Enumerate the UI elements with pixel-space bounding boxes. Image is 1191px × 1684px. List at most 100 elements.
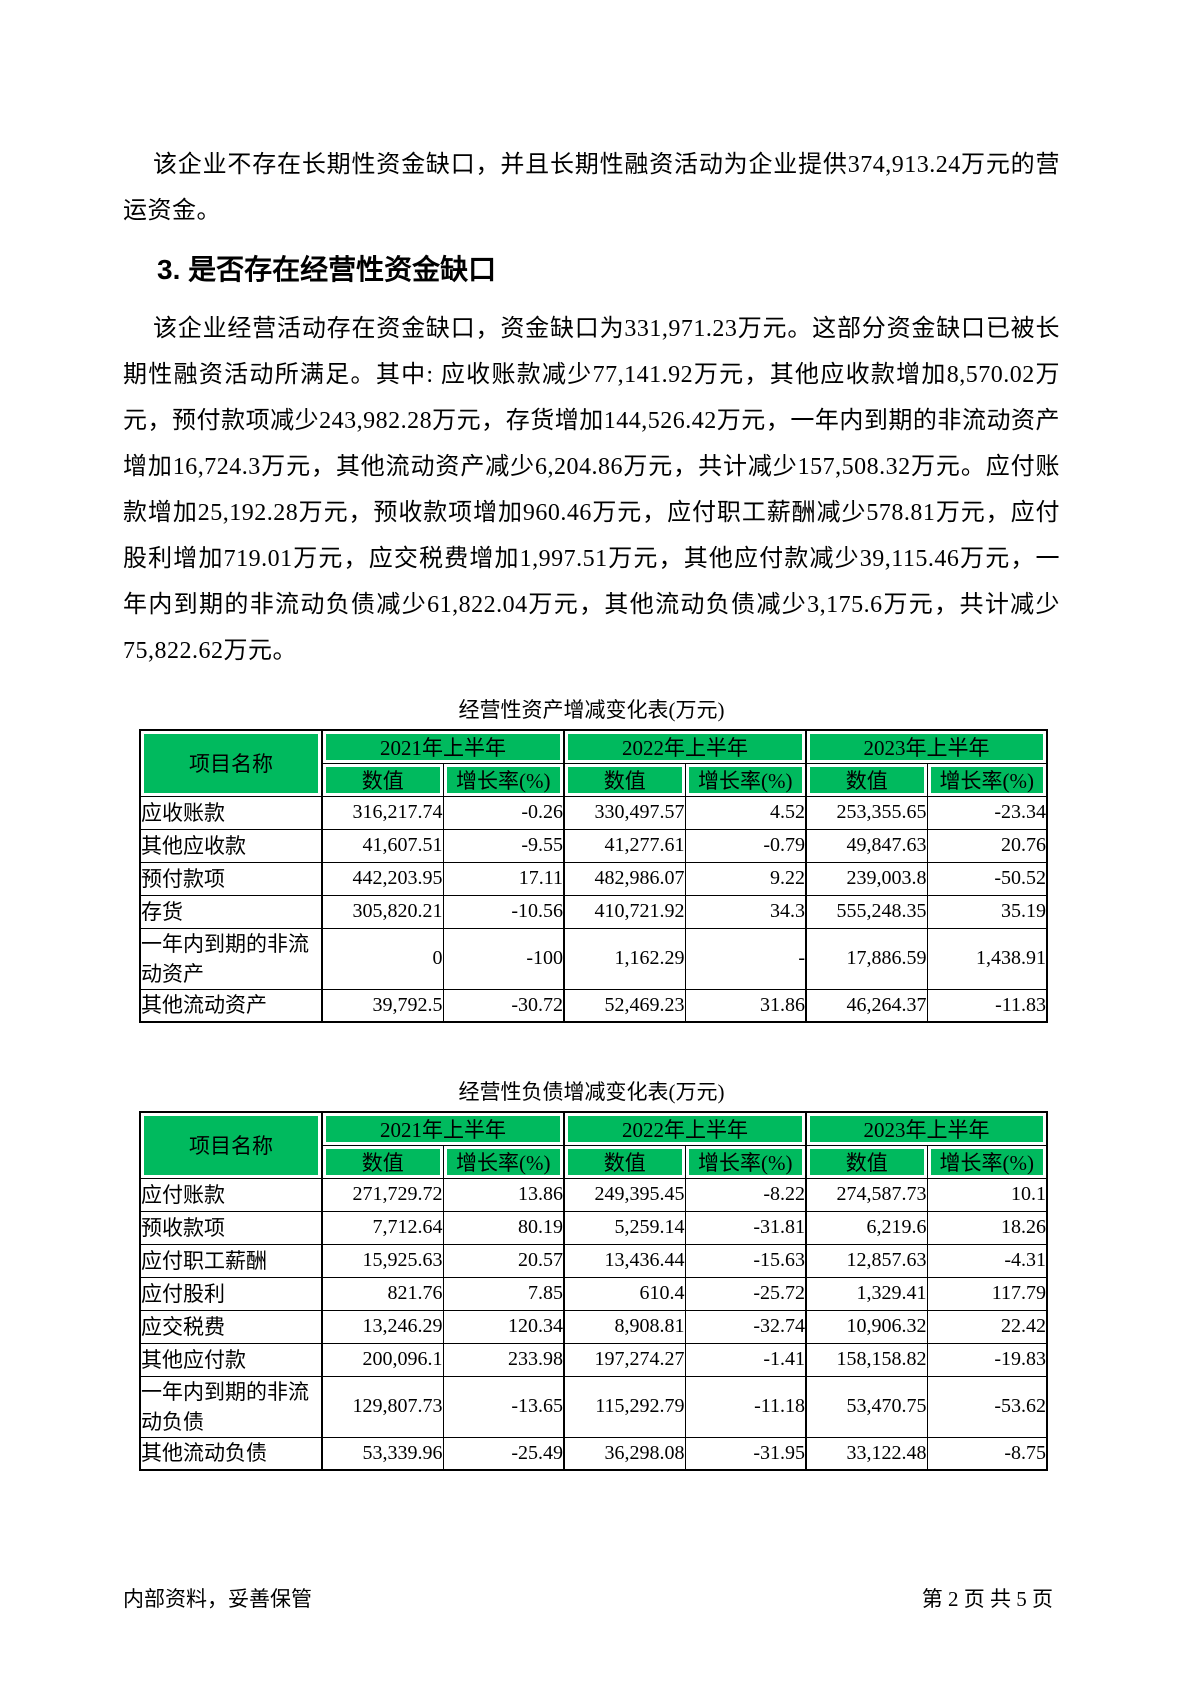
row-label: 应付职工薪酬 bbox=[139, 1243, 323, 1278]
cell-value: 49,847.63 bbox=[805, 828, 928, 863]
column-header-year-2022: 2022年上半年 bbox=[563, 729, 807, 764]
cell-growth-rate: -100 bbox=[442, 927, 565, 990]
cell-value: 53,339.96 bbox=[321, 1436, 444, 1471]
liability-table-title: 经营性负债增减变化表(万元) bbox=[458, 1080, 725, 1104]
cell-value: 15,925.63 bbox=[321, 1243, 444, 1278]
table-row: 一年内到期的非流动负债 129,807.73 -13.65 115,292.79 -11… bbox=[139, 1375, 1048, 1438]
column-header-growth-rate: 增长率(%) bbox=[926, 1144, 1048, 1179]
cell-value: 555,248.35 bbox=[805, 894, 928, 929]
footer-confidential-note: 内部资料，妥善保管 bbox=[123, 1587, 312, 1611]
cell-value: 410,721.92 bbox=[563, 894, 686, 929]
cell-value: 330,497.57 bbox=[563, 795, 686, 830]
cell-growth-rate: -15.63 bbox=[684, 1243, 807, 1278]
row-label: 应付股利 bbox=[139, 1276, 323, 1311]
table-row: 一年内到期的非流动资产 0 -100 1,162.29-17,886.59 1,438.… bbox=[139, 927, 1048, 990]
asset-table-title: 经营性资产增减变化表(万元) bbox=[458, 698, 725, 722]
cell-growth-rate: -19.83 bbox=[926, 1342, 1048, 1377]
table-row: 预收款项 7,712.64 80.19 5,259.14 -31.81 6,219.6 18… bbox=[139, 1210, 1048, 1245]
row-label: 其他流动负债 bbox=[139, 1436, 323, 1471]
cell-value: 13,246.29 bbox=[321, 1309, 444, 1344]
cell-growth-rate: 18.26 bbox=[926, 1210, 1048, 1245]
table-row: 其他流动负债 53,339.96 -25.49 36,298.08 -31.95 33,1… bbox=[139, 1436, 1048, 1471]
cell-growth-rate: 22.42 bbox=[926, 1309, 1048, 1344]
column-header-growth-rate: 增长率(%) bbox=[442, 1144, 565, 1179]
cell-growth-rate: 120.34 bbox=[442, 1309, 565, 1344]
cell-value: 10,906.32 bbox=[805, 1309, 928, 1344]
cell-growth-rate: -0.26 bbox=[442, 795, 565, 830]
section-heading-operating-funding-gap: 3. 是否存在经营性资金缺口 bbox=[157, 254, 497, 285]
column-header-year-2022: 2022年上半年 bbox=[563, 1111, 807, 1146]
cell-growth-rate: -8.22 bbox=[684, 1177, 807, 1212]
table-row: 应交税费 13,246.29 120.34 8,908.81 -32.74 10,906.… bbox=[139, 1309, 1048, 1344]
cell-value: 17,886.59 bbox=[805, 927, 928, 990]
cell-growth-rate: 4.52 bbox=[684, 795, 807, 830]
cell-growth-rate: -23.34 bbox=[926, 795, 1048, 830]
column-header-growth-rate: 增长率(%) bbox=[442, 762, 565, 797]
row-label: 一年内到期的非流动资产 bbox=[139, 927, 323, 990]
cell-growth-rate: 13.86 bbox=[442, 1177, 565, 1212]
column-header-growth-rate: 增长率(%) bbox=[926, 762, 1048, 797]
cell-value: 200,096.1 bbox=[321, 1342, 444, 1377]
column-header-value: 数值 bbox=[563, 1144, 686, 1179]
cell-value: 305,820.21 bbox=[321, 894, 444, 929]
cell-growth-rate: -25.72 bbox=[684, 1276, 807, 1311]
cell-growth-rate: -10.56 bbox=[442, 894, 565, 929]
table-row: 存货 305,820.21 -10.56 410,721.92 34.3 555,248.… bbox=[139, 894, 1048, 929]
column-header-growth-rate: 增长率(%) bbox=[684, 762, 807, 797]
column-header-year-2023: 2023年上半年 bbox=[805, 1111, 1048, 1146]
row-label: 一年内到期的非流动负债 bbox=[139, 1375, 323, 1438]
column-header-value: 数值 bbox=[805, 762, 928, 797]
column-header-year-2021: 2021年上半年 bbox=[321, 1111, 565, 1146]
cell-value: 0 bbox=[321, 927, 444, 990]
column-header-value: 数值 bbox=[563, 762, 686, 797]
cell-growth-rate: 34.3 bbox=[684, 894, 807, 929]
cell-value: 1,329.41 bbox=[805, 1276, 928, 1311]
column-header-growth-rate: 增长率(%) bbox=[684, 1144, 807, 1179]
cell-growth-rate: -53.62 bbox=[926, 1375, 1048, 1438]
cell-value: 52,469.23 bbox=[563, 988, 686, 1023]
operating-liabilities-table: 项目名称 2021年上半年 2022年上半年 2023年上半年 数值 增长率(%… bbox=[139, 1111, 1048, 1471]
cell-growth-rate: - bbox=[684, 927, 807, 990]
row-label: 其他应收款 bbox=[139, 828, 323, 863]
cell-growth-rate: -8.75 bbox=[926, 1436, 1048, 1471]
footer-page-number: 第 2 页 共 5 页 bbox=[921, 1587, 1053, 1611]
row-label: 预付款项 bbox=[139, 861, 323, 896]
cell-growth-rate: -0.79 bbox=[684, 828, 807, 863]
table-row: 应收账款 316,217.74 -0.26 330,497.57 4.52 253,355… bbox=[139, 795, 1048, 830]
operating-assets-table: 项目名称 2021年上半年 2022年上半年 2023年上半年 数值 增长率(%… bbox=[139, 729, 1048, 1023]
cell-growth-rate: 7.85 bbox=[442, 1276, 565, 1311]
cell-value: 253,355.65 bbox=[805, 795, 928, 830]
cell-growth-rate: 31.86 bbox=[684, 988, 807, 1023]
cell-value: 41,277.61 bbox=[563, 828, 686, 863]
cell-growth-rate: -1.41 bbox=[684, 1342, 807, 1377]
table-row: 应付账款 271,729.72 13.86 249,395.45 -8.22 274,58… bbox=[139, 1177, 1048, 1212]
cell-value: 821.76 bbox=[321, 1276, 444, 1311]
cell-value: 115,292.79 bbox=[563, 1375, 686, 1438]
cell-growth-rate: -9.55 bbox=[442, 828, 565, 863]
row-label: 其他应付款 bbox=[139, 1342, 323, 1377]
cell-value: 274,587.73 bbox=[805, 1177, 928, 1212]
row-label: 预收款项 bbox=[139, 1210, 323, 1245]
cell-growth-rate: -32.74 bbox=[684, 1309, 807, 1344]
cell-value: 36,298.08 bbox=[563, 1436, 686, 1471]
cell-value: 482,986.07 bbox=[563, 861, 686, 896]
cell-value: 129,807.73 bbox=[321, 1375, 444, 1438]
cell-value: 316,217.74 bbox=[321, 795, 444, 830]
cell-growth-rate: -11.83 bbox=[926, 988, 1048, 1023]
cell-value: 158,158.82 bbox=[805, 1342, 928, 1377]
cell-value: 610.4 bbox=[563, 1276, 686, 1311]
cell-value: 442,203.95 bbox=[321, 861, 444, 896]
cell-growth-rate: 1,438.91 bbox=[926, 927, 1048, 990]
cell-growth-rate: -31.95 bbox=[684, 1436, 807, 1471]
cell-growth-rate: 117.79 bbox=[926, 1276, 1048, 1311]
cell-value: 271,729.72 bbox=[321, 1177, 444, 1212]
column-header-item-name: 项目名称 bbox=[139, 1111, 323, 1179]
cell-growth-rate: 10.1 bbox=[926, 1177, 1048, 1212]
row-label: 其他流动资产 bbox=[139, 988, 323, 1023]
row-label: 应付账款 bbox=[139, 1177, 323, 1212]
row-label: 应交税费 bbox=[139, 1309, 323, 1344]
cell-growth-rate: -50.52 bbox=[926, 861, 1048, 896]
cell-value: 197,274.27 bbox=[563, 1342, 686, 1377]
column-header-value: 数值 bbox=[321, 1144, 444, 1179]
table-row: 其他应收款 41,607.51 -9.55 41,277.61 -0.79 49,847.… bbox=[139, 828, 1048, 863]
